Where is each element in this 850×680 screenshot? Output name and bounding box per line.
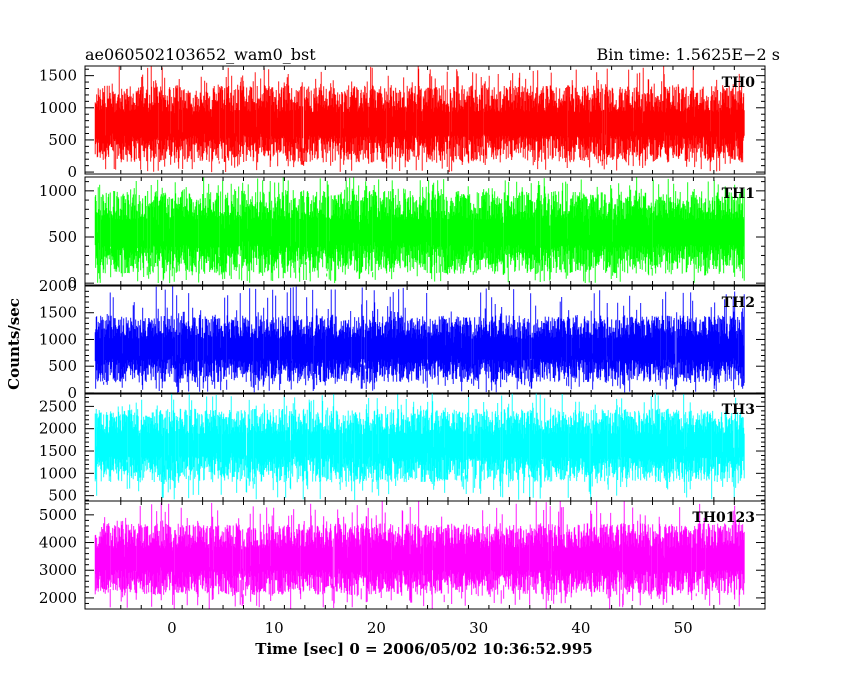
x-axis-label: Time [sec] 0 = 2006/05/02 10:36:52.995: [255, 640, 592, 658]
y-axis-label: Counts/sec: [5, 298, 23, 390]
x-tick-label: 30: [469, 619, 488, 637]
x-tick-label: 50: [674, 619, 693, 637]
panels-group: 0 500 1000 1500 TH0 0 500 1000 TH1 0 500 1000 1500 20…: [39, 65, 766, 610]
panel-label: TH0123: [692, 510, 755, 526]
y-tick-label: 0: [67, 163, 77, 181]
y-tick-label: 500: [48, 228, 77, 246]
y-tick-label: 1000: [39, 182, 77, 200]
y-tick-label: 500: [48, 487, 77, 505]
y-tick-label: 5000: [39, 506, 77, 524]
bin-time-label: Bin time: 1.5625E−2 s: [597, 45, 780, 64]
panel-label: TH0: [722, 75, 756, 91]
x-tick-label: 40: [571, 619, 590, 637]
x-tick-label: 20: [367, 619, 386, 637]
y-tick-label: 3000: [39, 561, 77, 579]
panel-frame: [84, 285, 766, 395]
panel-th0: 0 500 1000 1500 TH0: [39, 65, 766, 181]
panel-th2: 0 500 1000 1500 2000 TH2: [39, 277, 766, 402]
x-axis: 0 10 20 30 40 50: [167, 619, 693, 637]
series-th1: [94, 177, 745, 284]
series-th0: [94, 66, 745, 173]
y-tick-label: 2000: [39, 420, 77, 438]
series-th3: [94, 393, 745, 500]
series-th2: [94, 286, 745, 393]
chart-title: ae060502103652_wam0_bst: [85, 45, 316, 64]
panel-th1: 0 500 1000 TH1: [39, 176, 766, 292]
y-tick-label: 1500: [39, 442, 77, 460]
y-tick-label: 2500: [39, 397, 77, 415]
series-th0123: [94, 501, 745, 609]
y-tick-label: 1000: [39, 464, 77, 482]
y-tick-label: 500: [48, 357, 77, 375]
y-tick-label: 2000: [39, 277, 77, 295]
x-tick-label: 10: [265, 619, 284, 637]
panel-frame: [84, 65, 766, 175]
y-tick-label: 1500: [39, 67, 77, 85]
y-tick-label: 1000: [39, 99, 77, 117]
panel-frame: [84, 176, 766, 286]
panel-label: TH1: [722, 186, 755, 202]
panel-th3: 500 1000 1500 2000 2500 TH3: [39, 392, 766, 505]
y-tick-label: 2000: [39, 589, 77, 607]
panel-label: TH2: [722, 295, 755, 311]
y-tick-label: 1500: [39, 304, 77, 322]
y-tick-label: 4000: [39, 534, 77, 552]
y-tick-label: 0: [67, 384, 77, 402]
y-tick-label: 500: [48, 131, 77, 149]
y-tick-label: 1000: [39, 330, 77, 348]
y-tick-label: 0: [67, 274, 77, 292]
x-tick-label: 0: [167, 619, 177, 637]
panel-frame: [84, 500, 766, 610]
panel-th0123: 2000 3000 4000 5000 TH0123: [39, 500, 766, 610]
panel-label: TH3: [722, 402, 755, 418]
